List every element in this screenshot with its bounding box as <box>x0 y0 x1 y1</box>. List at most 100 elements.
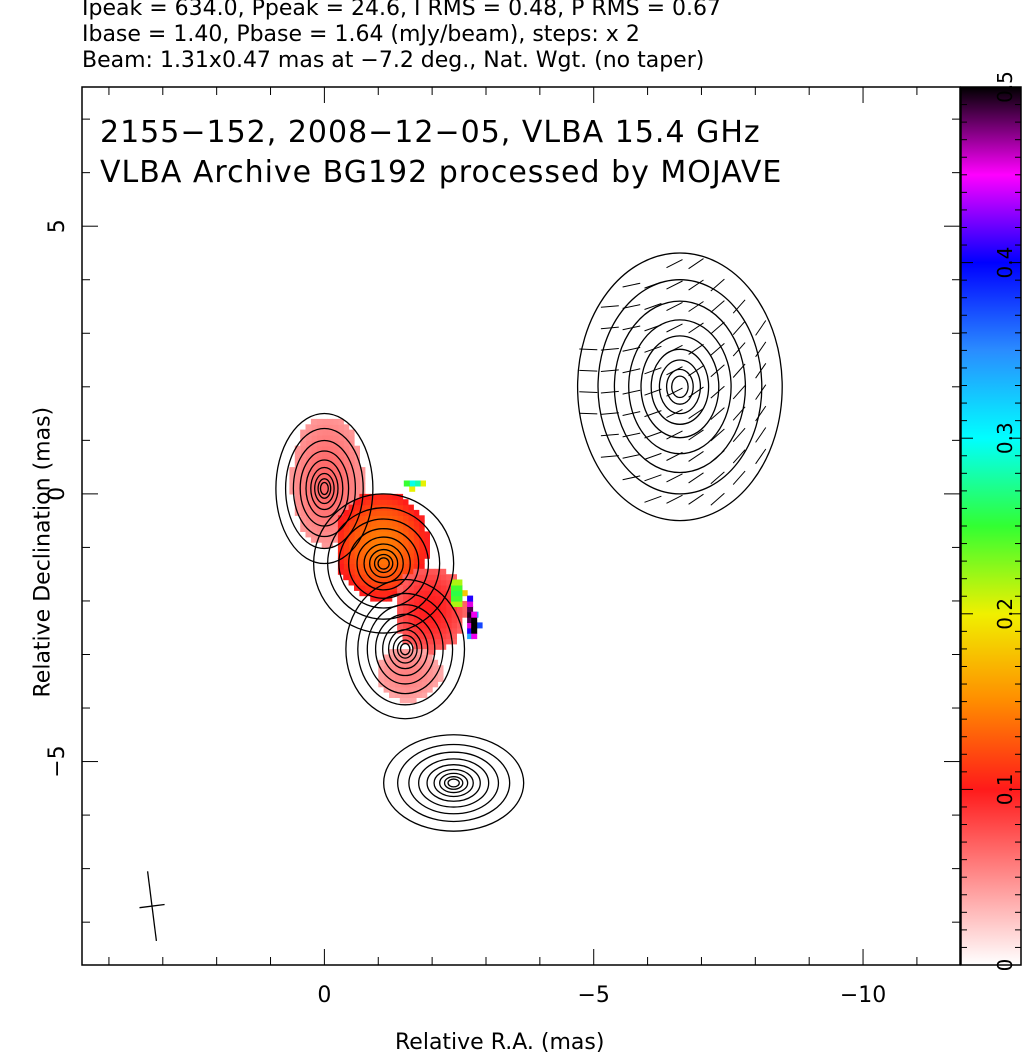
evpa-vector <box>644 431 662 439</box>
pol-pixel <box>386 590 393 597</box>
pol-pixel <box>399 670 406 677</box>
pol-pixel <box>440 601 447 607</box>
pol-pixel <box>294 477 301 484</box>
pol-pixel <box>370 499 377 506</box>
pol-pixel <box>413 627 420 634</box>
evpa-vector <box>600 369 619 372</box>
pol-pixel <box>397 499 404 506</box>
pol-pixel <box>397 509 404 516</box>
pol-pixel <box>402 499 409 506</box>
pol-pixel <box>467 627 474 634</box>
pol-pixel <box>375 509 382 516</box>
pol-pixel <box>332 435 339 441</box>
pol-pixel <box>364 547 371 554</box>
pol-pixel <box>421 665 428 672</box>
pol-pixel <box>429 638 436 645</box>
pol-pixel <box>389 665 395 672</box>
evpa-vector <box>644 345 662 353</box>
pol-pixel <box>383 686 390 693</box>
pol-pixel <box>397 493 404 500</box>
pol-pixel <box>432 665 439 672</box>
pol-pixel <box>476 622 483 629</box>
pol-pixel <box>359 552 366 559</box>
pol-pixel <box>432 681 439 688</box>
pol-pixel <box>321 424 328 431</box>
pol-pixel <box>300 461 307 468</box>
evpa-vector <box>622 432 641 438</box>
pol-pixel <box>456 590 463 597</box>
pol-pixel <box>310 515 317 522</box>
pol-pixel <box>399 675 406 682</box>
pol-pixel <box>424 568 430 575</box>
pol-pixel <box>386 499 393 506</box>
pol-pixel <box>381 531 387 538</box>
pol-pixel <box>354 547 360 554</box>
pol-pixel <box>429 584 436 591</box>
pol-pixel <box>321 418 328 425</box>
pol-pixel <box>407 563 414 570</box>
pol-pixel <box>348 440 355 447</box>
pol-pixel <box>402 627 409 634</box>
pol-pixel <box>434 627 441 634</box>
contour-jet-inner <box>363 543 404 584</box>
contour-jet-outer <box>392 634 418 664</box>
pol-pixel <box>305 424 312 431</box>
pol-pixel <box>445 579 452 586</box>
pol-pixel <box>434 568 441 575</box>
pol-pixel <box>471 622 478 629</box>
pol-pixel <box>321 499 328 506</box>
pol-pixel <box>364 526 371 532</box>
evpa-vector <box>600 305 619 308</box>
pol-pixel <box>424 606 430 613</box>
pol-pixel <box>310 488 317 495</box>
pol-pixel <box>407 552 414 559</box>
pol-pixel <box>378 659 385 666</box>
pol-pixel <box>405 670 412 677</box>
pol-pixel <box>445 595 452 602</box>
pol-pixel <box>337 418 344 425</box>
pol-pixel <box>445 584 452 591</box>
pol-pixel <box>407 584 414 591</box>
evpa-vector <box>644 474 662 482</box>
pol-pixel <box>375 590 382 597</box>
pol-pixel <box>418 622 425 629</box>
pol-pixel <box>310 493 317 500</box>
evpa-vector <box>622 325 641 331</box>
pol-pixel <box>348 526 355 532</box>
pol-pixel <box>402 595 409 602</box>
evpa-vector <box>666 473 683 483</box>
pol-pixel <box>337 493 344 500</box>
pol-pixel <box>316 515 323 522</box>
contour-jet-outer <box>366 603 444 695</box>
pol-pixel <box>397 520 404 527</box>
pol-pixel <box>410 686 417 693</box>
pol-pixel <box>456 579 463 586</box>
pol-pixel <box>348 456 355 463</box>
pol-pixel <box>343 493 350 500</box>
pol-pixel <box>413 558 420 565</box>
pol-pixel <box>437 665 444 672</box>
pol-pixel <box>327 418 334 425</box>
pol-pixel <box>394 654 401 661</box>
evpa-vector <box>755 448 767 465</box>
pol-pixel <box>370 579 377 586</box>
pol-pixel <box>354 467 360 474</box>
pol-pixel <box>359 574 366 581</box>
pol-pixel <box>440 633 447 640</box>
pol-pixel <box>391 563 398 570</box>
pol-pixel <box>451 627 457 634</box>
pol-pixel <box>440 595 447 602</box>
contour-core <box>314 472 335 505</box>
pol-pixel <box>294 445 301 452</box>
pol-pixel <box>437 675 444 682</box>
pol-pixel <box>332 515 339 522</box>
pol-pixel <box>429 611 436 618</box>
pol-pixel <box>397 558 404 565</box>
pol-pixel <box>421 675 428 682</box>
pol-pixel <box>405 675 412 682</box>
pol-pixel <box>416 659 422 666</box>
pol-pixel <box>327 531 334 538</box>
pol-pixel <box>321 520 328 527</box>
pol-pixel <box>332 429 339 436</box>
pol-pixel <box>437 670 444 677</box>
